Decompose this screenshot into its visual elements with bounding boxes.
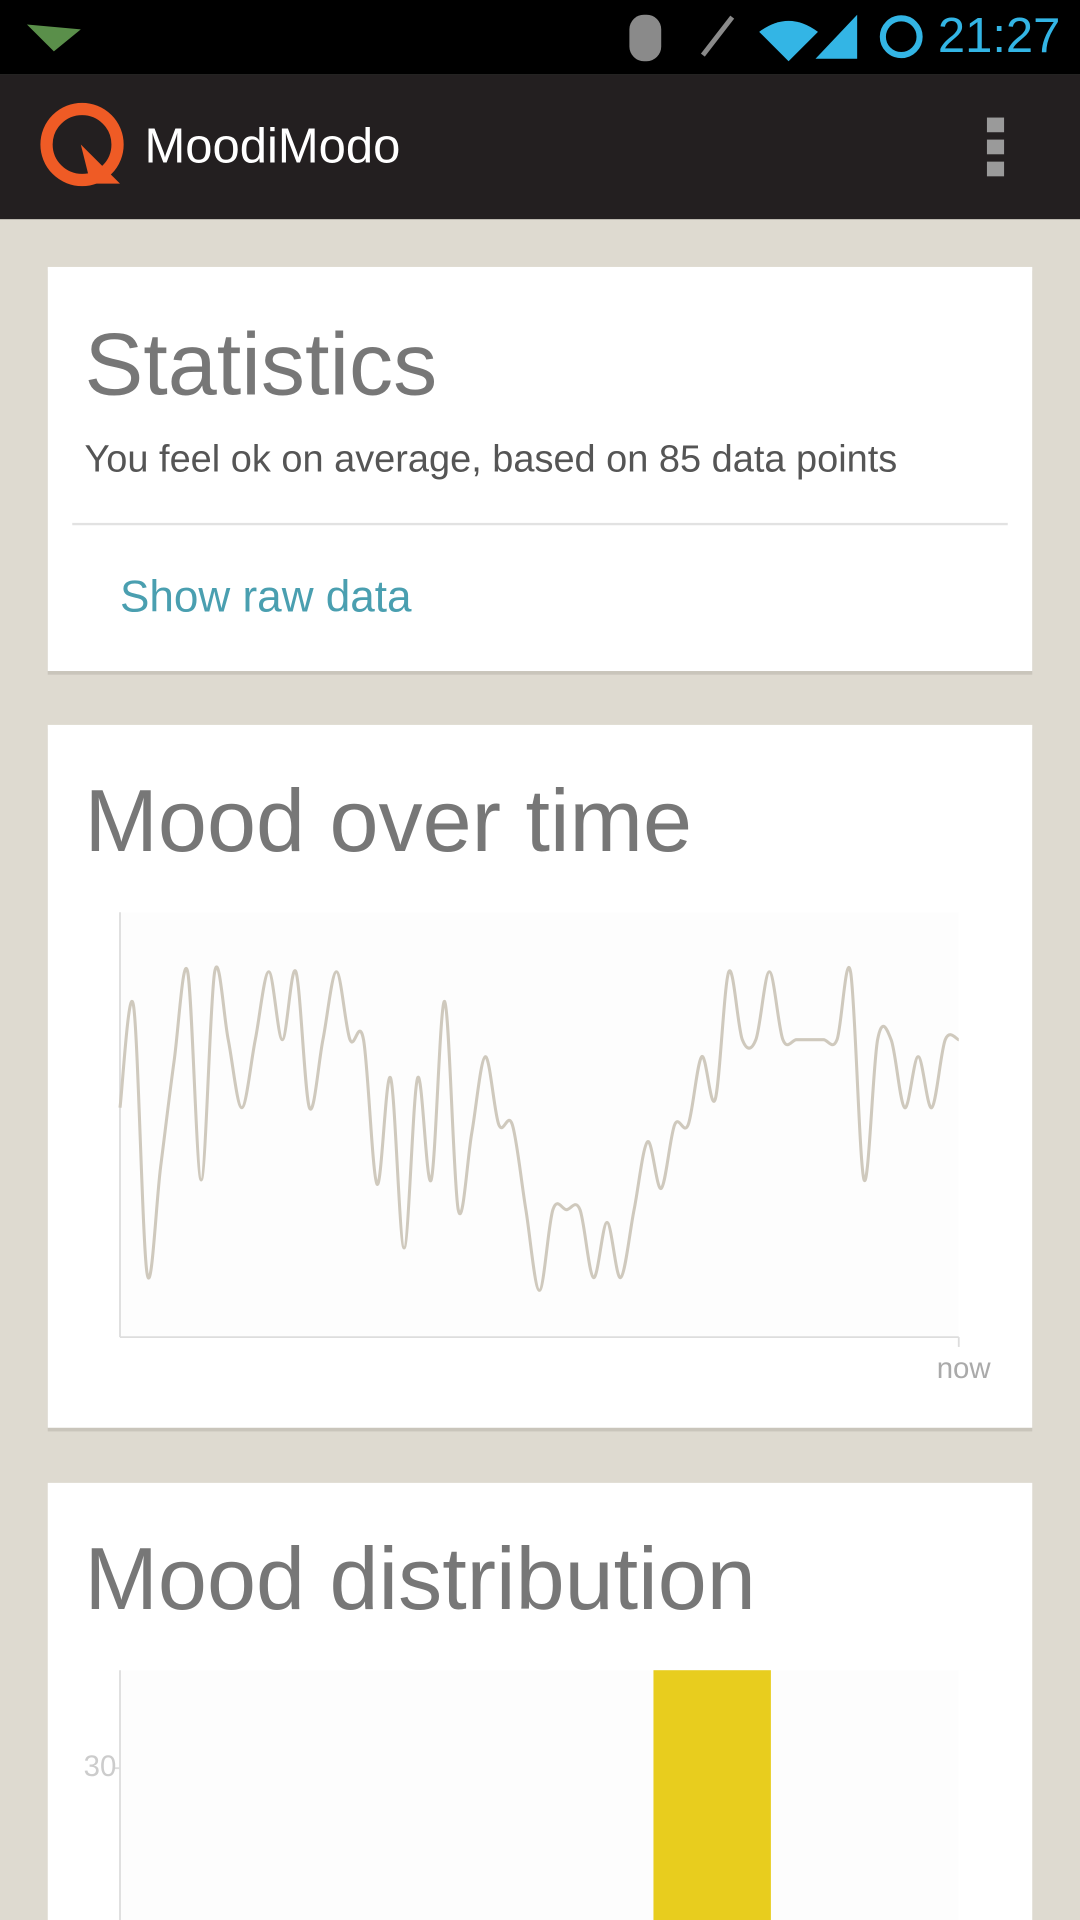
bar (653, 1670, 771, 1920)
status-bar (0, 0, 1080, 75)
bluetooth-icon (629, 14, 662, 62)
x-axis-end-label: now (937, 1352, 992, 1385)
plot-area (120, 1670, 959, 1920)
overflow-menu[interactable] (986, 117, 1005, 177)
chart-title: Mood distribution (84, 1529, 755, 1628)
card-title: Statistics (84, 314, 437, 413)
app-bar (0, 74, 1080, 220)
app-logo-arrow (80, 144, 120, 184)
mute-icon (700, 15, 735, 57)
card-summary: You feel ok on average, based on 85 data… (84, 439, 897, 481)
app-logo (40, 102, 124, 187)
statistics-card (47, 266, 1033, 672)
show-raw-data-button[interactable]: Show raw data (120, 573, 412, 622)
y-tick-label: 30 (84, 1750, 117, 1783)
chart-title: Mood over time (84, 771, 692, 870)
app-title: MoodiModo (144, 119, 400, 173)
battery-icon (879, 15, 923, 59)
signal-icon (815, 14, 858, 59)
plot-area (120, 912, 959, 1338)
notification-icon (26, 24, 81, 52)
mood-line (118, 965, 960, 1292)
status-time: 21:27 (938, 9, 1061, 63)
wifi-icon (759, 20, 818, 62)
